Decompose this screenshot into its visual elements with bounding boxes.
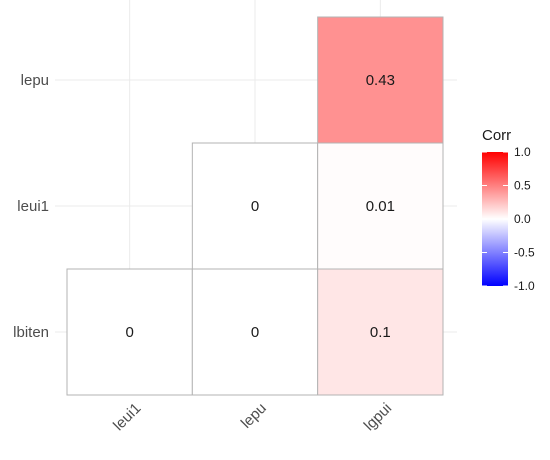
legend-break-label-4: -1.0 xyxy=(514,279,535,293)
color-legend: Corr 1.0 0.5 0.0 -0.5 -1.0 xyxy=(482,127,535,293)
cell-label-lgpui-lepu: 0.43 xyxy=(366,72,395,89)
heatmap-cell-lepu-leui1 xyxy=(191,142,319,270)
cell-labels: 0 0 0.1 0 0.01 0.43 xyxy=(125,72,394,341)
cell-label-lgpui-lbiten: 0.1 xyxy=(370,324,391,341)
x-tick-label-lepu: lepu xyxy=(238,400,270,432)
y-tick-label-lbiten: lbiten xyxy=(13,324,49,341)
heatmap-cell-leui1-lbiten xyxy=(66,268,193,396)
cell-label-lgpui-leui1: 0.01 xyxy=(366,198,395,215)
legend-break-label-3: -0.5 xyxy=(514,246,535,260)
legend-title: Corr xyxy=(482,127,511,144)
heatmap-cell-lgpui-leui1 xyxy=(317,142,444,270)
y-tick-label-leui1: leui1 xyxy=(17,198,49,215)
cell-label-lepu-lbiten: 0 xyxy=(251,324,259,341)
legend-break-label-0: 1.0 xyxy=(514,145,531,159)
legend-break-label-2: 0.0 xyxy=(514,212,531,226)
y-tick-label-lepu: lepu xyxy=(21,72,49,89)
x-tick-label-leui1: leui1 xyxy=(110,400,144,434)
heatmap-cell-lgpui-lbiten xyxy=(317,268,444,396)
legend-break-label-1: 0.5 xyxy=(514,179,531,193)
heatmap-cell-lgpui-lepu xyxy=(317,16,444,144)
cell-label-lepu-leui1: 0 xyxy=(251,198,259,215)
heatmap-cells xyxy=(66,16,444,396)
x-tick-label-lgpui: lgpui xyxy=(361,400,395,434)
cell-label-leui1-lbiten: 0 xyxy=(125,324,133,341)
